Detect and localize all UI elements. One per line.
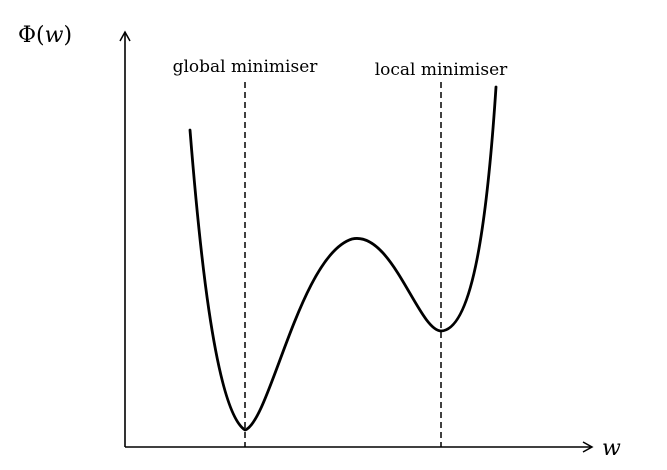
objective-curve (188, 85, 498, 432)
y-axis-label-symbol: Φ (18, 23, 36, 48)
local-minimiser-label: local minimiser (375, 60, 508, 80)
y-axis-label-var: w (45, 23, 64, 48)
y-axis-label: Φ(w) (18, 23, 72, 48)
x-axis-label: w (602, 436, 621, 461)
y-axis-label-close: ) (63, 23, 72, 48)
global-minimiser-label: global minimiser (173, 57, 319, 77)
y-axis-label-open: ( (36, 23, 45, 48)
